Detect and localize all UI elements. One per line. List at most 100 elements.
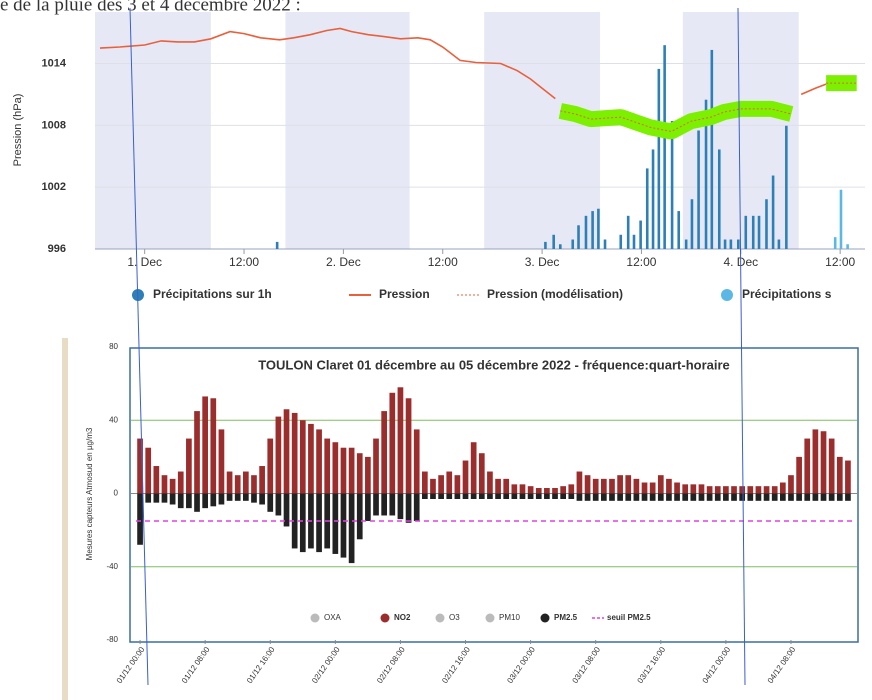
legend-label: O3 — [449, 613, 460, 622]
legend-marker — [435, 613, 445, 623]
measure-bar — [348, 493, 355, 564]
measure-bar — [356, 453, 363, 494]
precip-bar — [670, 121, 674, 249]
measure-bar — [210, 398, 217, 494]
measure-bar — [308, 423, 314, 494]
measure-bar — [478, 493, 485, 499]
measure-bar — [609, 478, 615, 494]
measure-bar — [552, 493, 558, 499]
legend-label: Pression (modélisation) — [487, 287, 623, 301]
measure-bar — [405, 493, 412, 523]
x-tick-label: 02/12 16:00 — [440, 645, 472, 685]
measure-bar — [600, 493, 607, 501]
measure-bar — [186, 438, 192, 494]
x-tick-label: 12:00 — [229, 255, 259, 269]
measure-bar — [763, 493, 770, 501]
measure-bar — [218, 493, 225, 505]
pressure-chart: 996 1002 1008 1014 1. Dec 12:00 2. Dec 12:00 3. … — [42, 12, 865, 301]
precip-bar — [737, 239, 740, 249]
legend-marker — [380, 613, 390, 623]
measure-bar — [674, 482, 680, 494]
measure-bar — [454, 493, 461, 499]
measure-bar — [137, 493, 143, 545]
measure-bar — [495, 493, 501, 499]
precip-bar — [275, 241, 279, 249]
measure-bar — [666, 478, 672, 494]
y-tick-label: 1002 — [42, 181, 66, 193]
precip-bar — [645, 168, 649, 249]
measure-bar — [592, 493, 599, 501]
measure-bar — [796, 456, 802, 494]
measure-bar — [771, 486, 778, 494]
legend-label: OXA — [324, 613, 342, 622]
y-tick-label: 996 — [48, 243, 66, 255]
measure-bar — [267, 493, 274, 512]
night-band — [95, 12, 211, 249]
precip-bar — [729, 239, 733, 249]
precip-bar — [571, 239, 575, 249]
measure-bar — [259, 493, 265, 505]
measure-bar — [747, 486, 754, 494]
measure-bar — [373, 438, 379, 494]
night-band — [682, 12, 799, 249]
measure-bar — [609, 493, 615, 501]
measure-bar — [552, 488, 558, 494]
legend-label: Précipitations sur 1h — [153, 287, 272, 301]
legend-marker — [721, 289, 733, 301]
x-tick-label: 02/12 08:00 — [375, 645, 407, 685]
x-tick-label: 12:00 — [626, 255, 656, 269]
measure-bar — [649, 482, 656, 494]
measure-bar — [641, 493, 648, 501]
measure-bar — [470, 493, 477, 499]
measure-bar — [348, 447, 355, 494]
x-tick-label: 04/12 00:00 — [701, 645, 733, 685]
measure-bar — [316, 493, 322, 553]
measure-bar — [169, 478, 176, 494]
precip-bar — [723, 239, 727, 249]
measure-bar — [299, 420, 306, 494]
measure-bar — [706, 493, 713, 501]
measure-bar — [137, 438, 143, 494]
measure-bar — [739, 486, 746, 494]
measure-bar — [462, 460, 469, 494]
measure-bar — [511, 493, 518, 499]
chart-frame — [129, 347, 859, 643]
x-tick-label: 3. Dec — [525, 255, 560, 269]
precip-bar — [690, 199, 694, 249]
chart-title: TOULON Claret 01 décembre au 05 décembre… — [258, 357, 730, 372]
measure-bar — [259, 466, 265, 494]
measure-bar — [275, 416, 282, 494]
measure-bar — [698, 484, 705, 494]
x-tick-label: 03/12 00:00 — [505, 645, 537, 685]
precip-bar — [697, 130, 700, 249]
measure-bar — [446, 493, 453, 499]
measure-bar — [381, 411, 388, 494]
measure-bar — [845, 460, 851, 494]
measure-bar — [560, 493, 567, 499]
precip-bar — [704, 99, 708, 249]
annotation-line — [737, 7, 746, 686]
measure-bar — [560, 486, 567, 494]
x-tick-label: 01/12 16:00 — [245, 645, 277, 685]
precip-bar — [757, 215, 761, 249]
measure-bar — [291, 493, 298, 549]
measure-bar — [365, 456, 371, 494]
precip-bar — [663, 45, 666, 250]
measure-bar — [153, 466, 160, 494]
x-tick-label: 02/12 00:00 — [310, 645, 342, 685]
precip-bar — [626, 215, 630, 249]
measure-bar — [226, 493, 233, 501]
measure-bar — [299, 493, 306, 553]
precip-bar — [785, 125, 788, 249]
measure-bar — [202, 493, 209, 509]
measure-bar — [438, 475, 444, 494]
measure-bar — [714, 486, 721, 494]
measure-bar — [535, 493, 542, 499]
measure-bar — [755, 486, 762, 494]
measure-bar — [462, 493, 469, 499]
measure-bar — [584, 475, 591, 494]
measure-bar — [389, 493, 396, 516]
y-tick-label: 1014 — [42, 57, 67, 69]
measure-bar — [324, 438, 331, 494]
measure-bar — [145, 447, 152, 494]
